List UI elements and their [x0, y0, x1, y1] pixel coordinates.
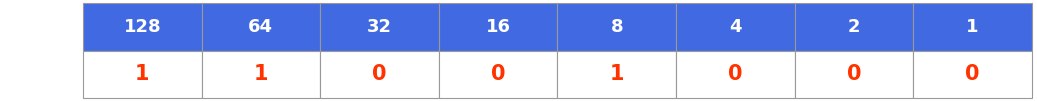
Text: 0: 0 [372, 64, 387, 84]
Bar [914, 3, 1032, 50]
Text: 0: 0 [491, 64, 505, 84]
Text: 1: 1 [610, 64, 624, 84]
Text: 32: 32 [367, 18, 392, 36]
Text: 4: 4 [729, 18, 741, 36]
Text: 0: 0 [965, 64, 980, 84]
Bar [558, 3, 676, 50]
Bar [83, 50, 201, 98]
Bar [558, 50, 676, 98]
Bar [676, 50, 794, 98]
Bar [794, 3, 914, 50]
Bar [914, 50, 1032, 98]
Bar [83, 3, 201, 50]
Bar [201, 3, 320, 50]
Text: 1: 1 [135, 64, 149, 84]
Text: 0: 0 [846, 64, 861, 84]
Text: 1: 1 [966, 18, 979, 36]
Text: 8: 8 [611, 18, 623, 36]
Bar [676, 3, 794, 50]
Bar [794, 50, 914, 98]
Bar [320, 3, 439, 50]
Text: 1: 1 [254, 64, 269, 84]
Bar [439, 50, 558, 98]
Bar [201, 50, 320, 98]
Text: 128: 128 [123, 18, 161, 36]
Text: 2: 2 [847, 18, 860, 36]
Bar [439, 3, 558, 50]
Text: 0: 0 [728, 64, 742, 84]
Text: 16: 16 [485, 18, 510, 36]
Text: 64: 64 [249, 18, 274, 36]
Bar [320, 50, 439, 98]
